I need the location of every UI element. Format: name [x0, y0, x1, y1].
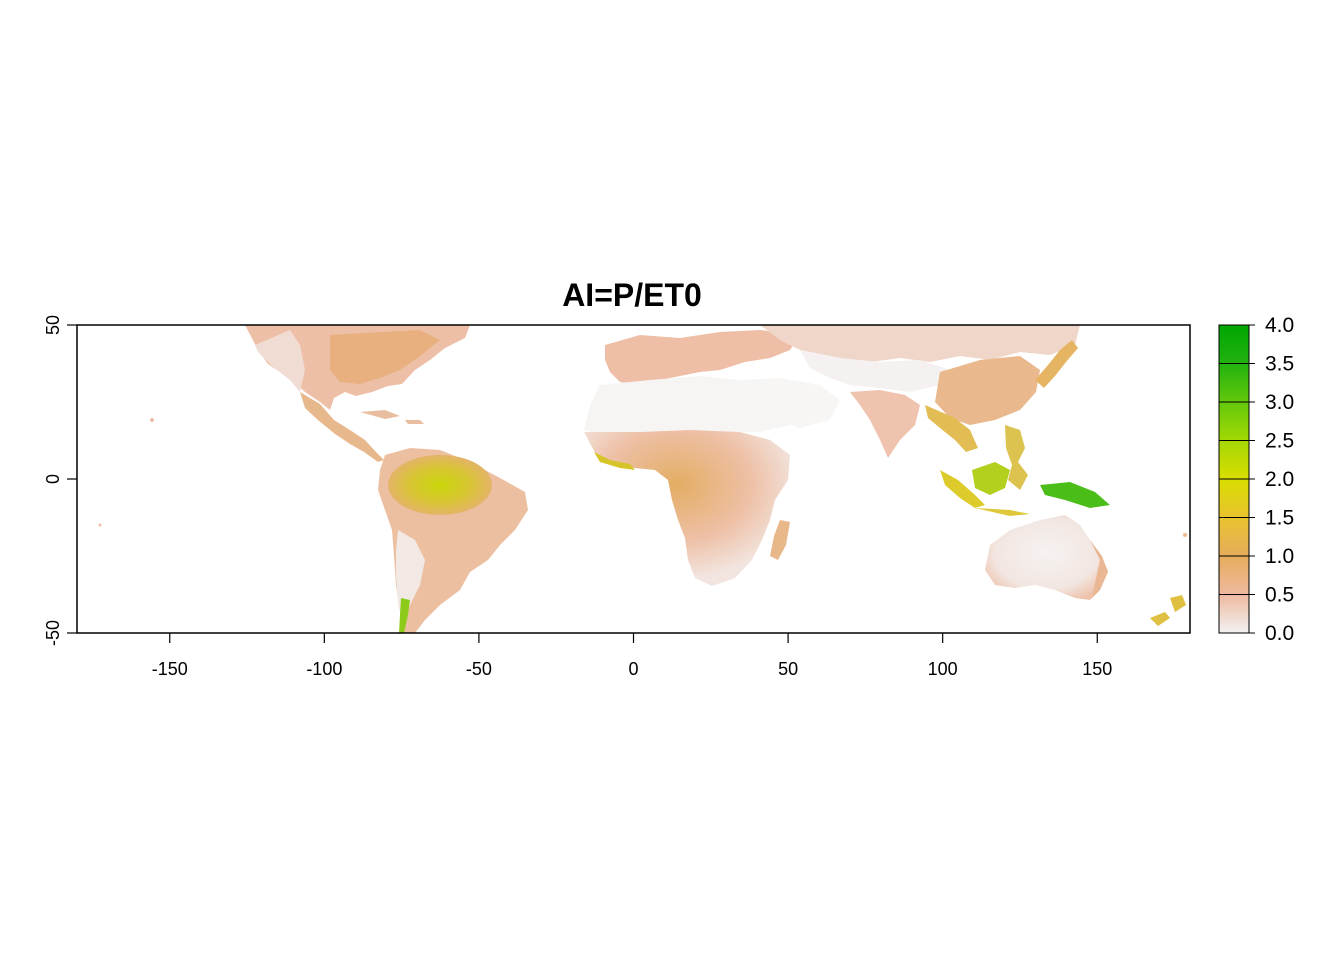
x-tick-label: -150 — [152, 659, 188, 679]
y-tick-label: 0 — [43, 474, 63, 484]
region-new-zealand — [1150, 595, 1186, 626]
region-australia — [985, 515, 1108, 600]
legend-tick-label: 1.5 — [1265, 507, 1294, 530]
region-siberia — [760, 325, 1080, 362]
legend-tick-label: 2.5 — [1265, 430, 1294, 453]
region-australia-east-coast — [1090, 540, 1108, 598]
region-pacific-island — [1183, 533, 1187, 537]
region-west-africa-coast — [594, 452, 635, 470]
region-sulawesi-philippines — [1005, 425, 1028, 490]
x-tick-label: 100 — [928, 659, 958, 679]
region-se-asia — [925, 405, 978, 452]
region-europe — [605, 330, 800, 385]
region-caribbean — [360, 410, 424, 424]
region-india — [850, 390, 920, 458]
region-borneo — [972, 462, 1010, 495]
region-china — [935, 356, 1040, 425]
region-north-america-west — [255, 330, 305, 392]
region-north-america-east — [330, 330, 440, 384]
region-arabia — [740, 378, 840, 428]
region-madagascar — [770, 520, 790, 560]
region-central-asia — [800, 350, 950, 392]
region-java — [975, 508, 1030, 516]
legend-ticks: 0.0 0.5 1.0 1.5 2.0 2.5 3.0 3.5 4.0 — [1219, 314, 1294, 645]
legend-tick-label: 0.5 — [1265, 584, 1294, 607]
legend-tick-label: 3.5 — [1265, 353, 1294, 376]
y-tick-label: 50 — [43, 315, 63, 335]
land-raster — [98, 325, 1187, 633]
x-tick-label: 0 — [628, 659, 638, 679]
region-africa — [584, 430, 790, 586]
legend-tick-label: 0.0 — [1265, 622, 1294, 645]
x-tick-label: 150 — [1082, 659, 1112, 679]
y-tick-label: -50 — [43, 620, 63, 646]
region-hawaii — [150, 418, 154, 422]
region-japan — [1035, 340, 1078, 388]
region-amazon — [388, 455, 492, 515]
region-central-america — [300, 392, 384, 462]
x-tick-label: 50 — [778, 659, 798, 679]
region-pacific-island — [98, 523, 102, 527]
legend-tick-label: 3.0 — [1265, 391, 1294, 414]
chart-title: AI=P/ET0 — [562, 277, 702, 313]
x-tick-label: -100 — [306, 659, 342, 679]
x-tick-label: -50 — [466, 659, 492, 679]
region-southern-chile — [399, 598, 410, 633]
y-axis: 50 0 -50 — [43, 315, 77, 646]
region-sumatra — [940, 470, 985, 508]
region-sahara — [584, 376, 800, 435]
legend-tick-label: 1.0 — [1265, 545, 1294, 568]
legend-tick-label: 4.0 — [1265, 314, 1294, 337]
x-axis: -150 -100 -50 0 50 100 150 — [152, 633, 1112, 679]
legend: 0.0 0.5 1.0 1.5 2.0 2.5 3.0 3.5 4.0 — [1218, 314, 1294, 645]
region-new-guinea — [1040, 482, 1110, 508]
legend-tick-label: 2.0 — [1265, 468, 1294, 491]
